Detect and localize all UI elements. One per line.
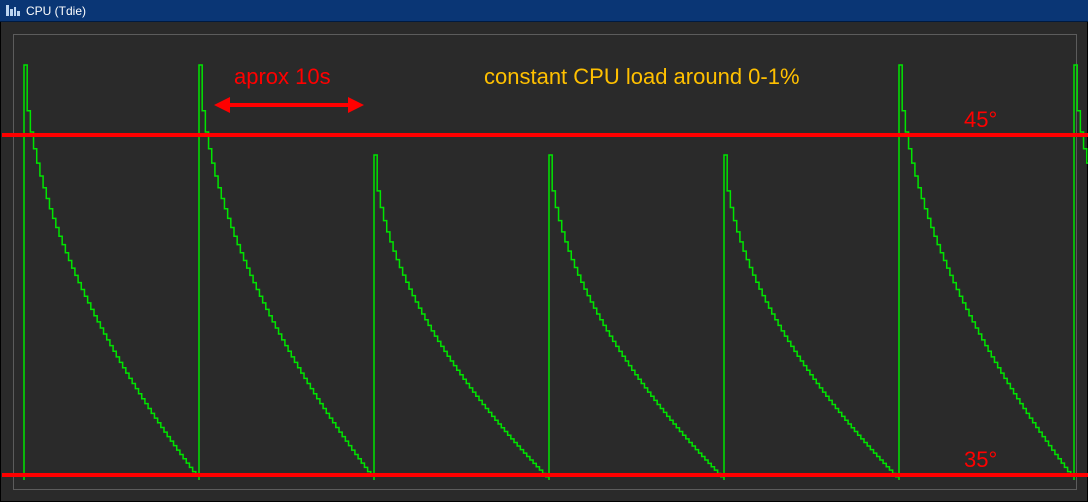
- reference-line-label: 45°: [964, 107, 997, 132]
- load-annotation: constant CPU load around 0-1%: [484, 64, 800, 89]
- reference-line-label: 35°: [964, 447, 997, 472]
- plot-svg: 45° 35° aprox 10s constant CPU load around …: [14, 35, 1078, 491]
- window-titlebar[interactable]: CPU (Tdie): [0, 0, 1088, 22]
- app-icon: [6, 5, 20, 16]
- period-arrow: [214, 97, 364, 113]
- chart-canvas: 45° 35° aprox 10s constant CPU load around …: [13, 34, 1077, 490]
- chart-container: 45° 35° aprox 10s constant CPU load around …: [0, 22, 1088, 502]
- period-arrow-label: aprox 10s: [234, 64, 331, 89]
- window-title: CPU (Tdie): [26, 4, 86, 18]
- temp-trace: [24, 65, 1088, 480]
